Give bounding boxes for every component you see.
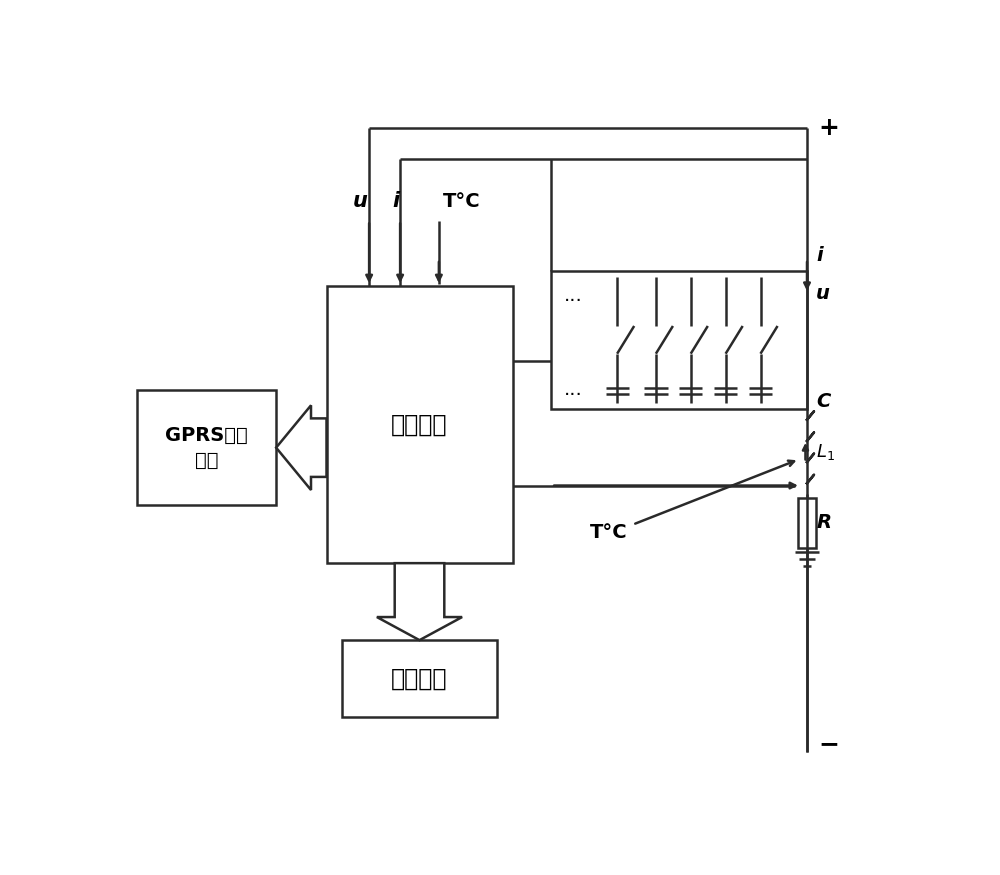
- Text: C: C: [816, 392, 831, 411]
- Text: $L_1$: $L_1$: [816, 442, 835, 461]
- Text: 主控制器: 主控制器: [391, 412, 448, 437]
- Text: +: +: [819, 116, 840, 140]
- Text: i: i: [393, 192, 400, 211]
- Polygon shape: [276, 405, 326, 490]
- Bar: [551, 270, 807, 410]
- Bar: [798, 498, 816, 548]
- Text: −: −: [819, 732, 840, 756]
- Text: 人机界面: 人机界面: [391, 667, 448, 690]
- Bar: [137, 390, 276, 506]
- Text: T°C: T°C: [590, 523, 628, 542]
- Text: R: R: [816, 514, 831, 532]
- Text: ...: ...: [564, 286, 582, 305]
- Text: T°C: T°C: [443, 192, 480, 211]
- Text: GPRS数据
传输: GPRS数据 传输: [165, 425, 248, 470]
- Text: u: u: [352, 192, 367, 211]
- Bar: [342, 640, 497, 718]
- Polygon shape: [377, 564, 462, 640]
- Text: ...: ...: [564, 380, 582, 399]
- Text: i: i: [816, 246, 823, 264]
- Bar: [326, 286, 512, 564]
- Text: u: u: [816, 284, 830, 303]
